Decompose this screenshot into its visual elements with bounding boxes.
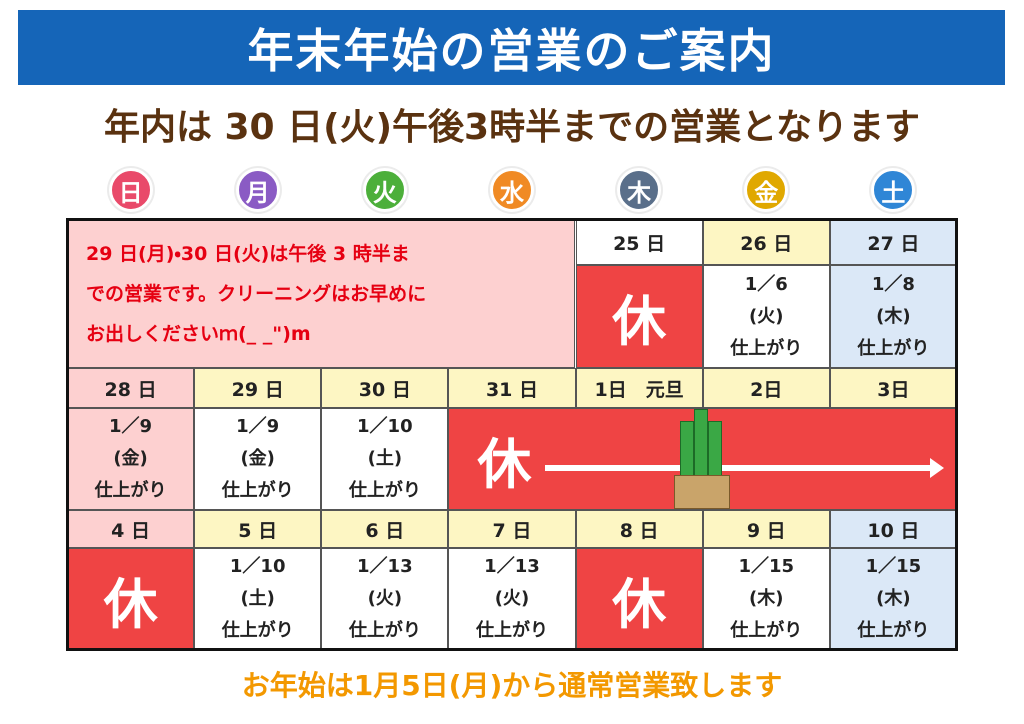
pickup-text: 仕上がり: [857, 337, 930, 359]
pickup-text: (木): [876, 305, 911, 327]
date-header: 8 日: [575, 510, 703, 548]
weekday: 日: [108, 168, 153, 212]
kadomatsu: [672, 409, 732, 511]
pickup-text: 1／9: [236, 416, 280, 437]
date-header: 3日: [829, 368, 957, 408]
weekday: 金: [744, 168, 789, 212]
arrow-line: [545, 465, 934, 471]
pickup-text: (土): [367, 448, 403, 469]
pickup-text: 1／9: [109, 416, 153, 437]
pickup-cell: 1／10 (土) 仕上がり: [321, 408, 449, 510]
weekday: 土: [871, 168, 916, 212]
date-header: 7 日: [448, 510, 576, 548]
date-header: 30 日: [321, 368, 449, 408]
pickup-text: 仕上がり: [348, 620, 421, 641]
pickup-cell: 1／8 (木) 仕上がり: [829, 265, 957, 368]
closed-label: 休: [612, 572, 667, 636]
pickup-text: 1／10: [357, 416, 413, 437]
pickup-text: (火): [749, 305, 784, 327]
pickup-text: 仕上がり: [730, 620, 803, 641]
date-header: 31 日: [448, 368, 576, 408]
date-header: 6 日: [321, 510, 449, 548]
closed-label: 休: [477, 432, 532, 496]
pickup-text: (金): [240, 448, 275, 469]
pickup-text: 1／13: [484, 556, 540, 577]
pickup-cell: 1／10 (土) 仕上がり: [194, 548, 322, 650]
closed-cell: 休: [67, 548, 195, 650]
pickup-text: 仕上がり: [730, 337, 803, 359]
pickup-cell: 1／9 (金) 仕上がり: [194, 408, 322, 510]
closed-label: 休: [612, 290, 667, 353]
pickup-text: 1／6: [744, 273, 788, 295]
date-header: 28 日: [67, 368, 195, 408]
note-line: での営業です。クリーニングはお早めに: [86, 283, 427, 305]
weekday: 水: [489, 168, 534, 212]
pickup-text: 1／13: [357, 556, 413, 577]
pickup-cell: 1／15 (木) 仕上がり: [829, 548, 957, 650]
date-header: 10 日: [829, 510, 957, 548]
footer: お年始は1月5日(月)から通常営業致します: [241, 669, 783, 702]
date-header: 5 日: [194, 510, 322, 548]
date-header: 29 日: [194, 368, 322, 408]
date-header: 27 日: [829, 219, 957, 265]
date-header: 1日 元旦: [575, 368, 703, 408]
title: 年末年始の営業のご案内: [247, 23, 776, 78]
note-line: お出しくださいｍ(_ _")m: [86, 323, 311, 345]
pickup-text: (火): [367, 588, 403, 609]
note-line: 29 日(月)・30 日(火)は午後 3 時半ま: [86, 243, 410, 265]
subtitle: 年内は 30 日(火)午後3時半までの営業となります: [103, 107, 921, 148]
pickup-text: 仕上がり: [94, 480, 167, 501]
pickup-text: 仕上がり: [348, 480, 421, 501]
pickup-text: (金): [113, 448, 148, 469]
closed-cell: 休: [575, 265, 703, 368]
pickup-cell: 1／6 (火) 仕上がり: [702, 265, 830, 368]
date-header: 26 日: [702, 219, 830, 265]
date-header: 4 日: [67, 510, 195, 548]
closed-cell: 休: [448, 408, 957, 510]
pickup-text: 仕上がり: [221, 620, 294, 641]
date-header: 9 日: [702, 510, 830, 548]
kadomatsu-base: [673, 475, 730, 509]
date-header: 2日: [702, 368, 830, 408]
pickup-text: (火): [494, 588, 530, 609]
weekday: 火: [362, 168, 407, 212]
arrow-head: [929, 458, 944, 478]
pickup-text: 仕上がり: [475, 620, 548, 641]
date-header: 25 日: [575, 219, 703, 265]
pickup-text: 1／15: [738, 556, 795, 577]
pickup-text: 1／8: [871, 273, 915, 295]
pickup-text: 仕上がり: [857, 620, 930, 641]
pickup-text: 1／15: [865, 556, 922, 577]
pickup-cell: 1／13 (火) 仕上がり: [448, 548, 576, 650]
pickup-text: 仕上がり: [221, 480, 294, 501]
closed-label: 休: [103, 572, 158, 636]
note: 29 日(月)・30 日(火)は午後 3 時半ま での営業です。クリーニングはお…: [67, 219, 575, 368]
weekday: 木: [617, 168, 662, 212]
pickup-cell: 1／13 (火) 仕上がり: [321, 548, 449, 650]
bamboo: [693, 409, 708, 479]
pickup-text: (土): [240, 588, 275, 609]
weekday: 月: [235, 168, 280, 212]
title-bar: 年末年始の営業のご案内: [18, 10, 1005, 85]
closed-cell: 休: [575, 548, 703, 650]
pickup-cell: 1／15 (木) 仕上がり: [702, 548, 830, 650]
pickup-cell: 1／9 (金) 仕上がり: [67, 408, 195, 510]
pickup-text: 1／10: [229, 556, 286, 577]
pickup-text: (木): [749, 588, 784, 609]
pickup-text: (木): [876, 588, 911, 609]
